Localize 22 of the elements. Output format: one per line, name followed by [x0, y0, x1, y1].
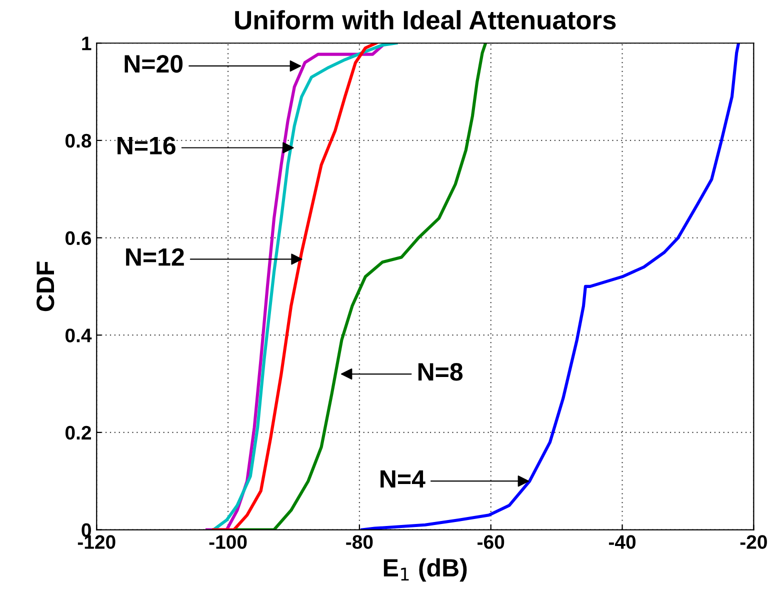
line-series — [236, 43, 488, 530]
y-tick-label: 0.6 — [66, 231, 92, 246]
y-tick-label: 1 — [82, 36, 92, 50]
x-tick-label: -100 — [209, 535, 247, 549]
x-tick-label: -60 — [478, 535, 504, 549]
y-tick-label: 0.4 — [66, 328, 92, 342]
annotation: N=4 — [380, 470, 426, 488]
x-tick-label: -20 — [740, 535, 767, 549]
x-tick-label: -80 — [346, 535, 373, 549]
y-tick-label: 0 — [82, 523, 91, 537]
y-axis-title: CDF — [36, 262, 54, 312]
line-series — [360, 43, 740, 530]
y-tick-label: 0.2 — [66, 426, 91, 440]
y-tick-label: 0.8 — [66, 134, 92, 148]
annotation: N=12 — [126, 248, 184, 266]
annotation: N=8 — [418, 363, 463, 381]
x-tick-label: -120 — [78, 535, 116, 549]
annotation: N=16 — [118, 136, 176, 154]
chart-title: Uniform with Ideal Attenuators — [235, 10, 616, 30]
x-tick-label: -40 — [608, 535, 636, 549]
x-axis-title: E$_{1}$ (dB) — [384, 558, 467, 582]
annotation: N=20 — [124, 55, 183, 73]
